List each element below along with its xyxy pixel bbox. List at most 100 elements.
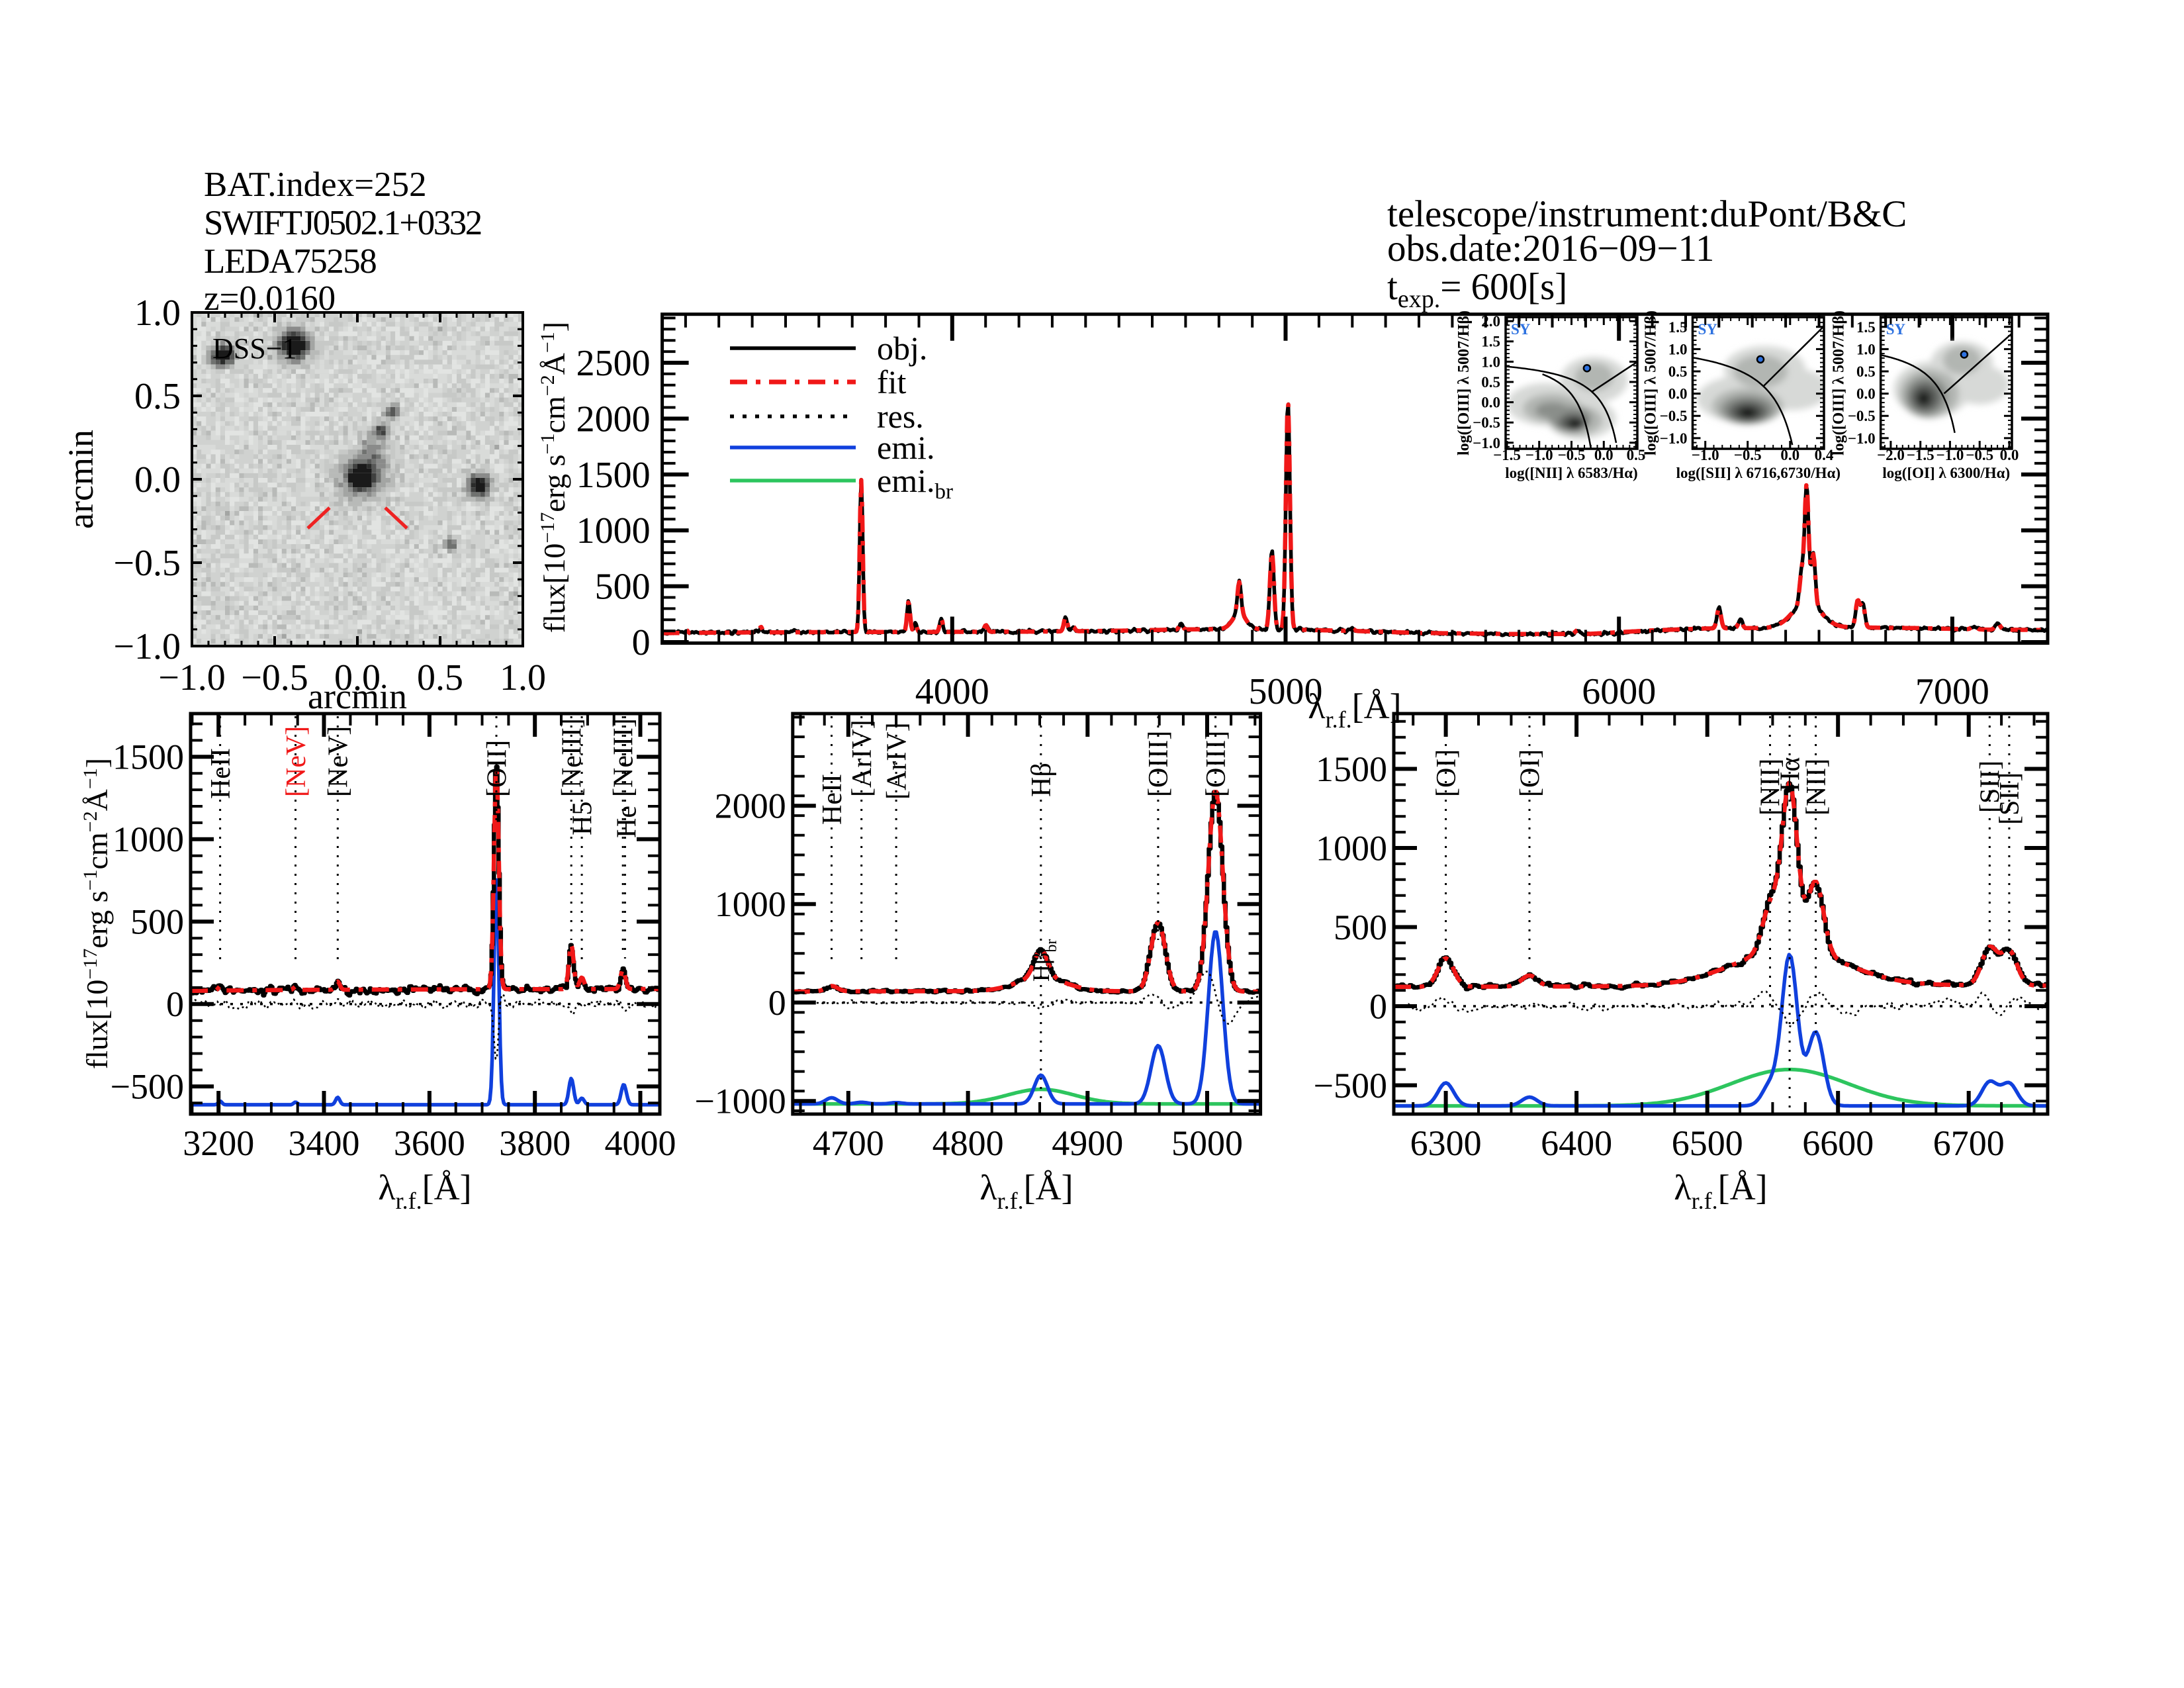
svg-text:H5: H5 <box>567 802 598 835</box>
svg-text:0: 0 <box>768 983 786 1023</box>
svg-text:0.0: 0.0 <box>2000 447 2019 463</box>
svg-text:[NeV]: [NeV] <box>324 726 354 797</box>
svg-text:1000: 1000 <box>113 820 184 859</box>
svg-text:0.0: 0.0 <box>1481 395 1500 411</box>
svg-text:SY: SY <box>1698 321 1718 338</box>
svg-text:1.0: 1.0 <box>500 657 546 698</box>
svg-text:obs.date:2016−09−11: obs.date:2016−09−11 <box>1387 228 1714 269</box>
svg-text:SY: SY <box>1511 321 1531 338</box>
svg-text:[OIII]: [OIII] <box>1144 731 1174 797</box>
svg-text:4800: 4800 <box>933 1123 1004 1163</box>
svg-text:−1.0: −1.0 <box>1660 430 1688 447</box>
svg-text:1.0: 1.0 <box>134 293 181 334</box>
svg-text:arcmin: arcmin <box>308 677 407 716</box>
svg-text:SWIFTJ0502.1+0332: SWIFTJ0502.1+0332 <box>204 204 481 242</box>
svg-text:−1.0: −1.0 <box>1936 447 1964 463</box>
svg-text:−2.0: −2.0 <box>1877 447 1905 463</box>
svg-text:[OII]: [OII] <box>482 740 512 797</box>
svg-text:0.5: 0.5 <box>417 657 463 698</box>
svg-text:log([OIII] λ 5007/Hβ): log([OIII] λ 5007/Hβ) <box>1455 310 1473 455</box>
svg-text:[SII]: [SII] <box>1976 761 2006 813</box>
svg-text:telescope/instrument:duPont/B&: telescope/instrument:duPont/B&C <box>1387 193 1907 235</box>
svg-text:−0.5: −0.5 <box>1660 408 1688 424</box>
svg-text:0.0: 0.0 <box>1668 386 1688 402</box>
svg-text:[OIII]: [OIII] <box>1201 731 1232 797</box>
svg-text:6700: 6700 <box>1933 1123 2005 1163</box>
svg-text:0.5: 0.5 <box>134 376 181 417</box>
svg-text:Hα: Hα <box>1775 757 1805 792</box>
svg-text:−0.5: −0.5 <box>1848 408 1876 424</box>
svg-text:−1.0: −1.0 <box>1473 435 1500 451</box>
svg-text:6400: 6400 <box>1541 1123 1612 1163</box>
svg-text:−0.5: −0.5 <box>1558 447 1586 463</box>
svg-text:−0.5: −0.5 <box>1966 447 1993 463</box>
svg-text:DSS−1: DSS−1 <box>212 332 297 365</box>
svg-text:−500: −500 <box>1314 1066 1387 1105</box>
svg-text:6000: 6000 <box>1582 671 1656 712</box>
svg-text:fit: fit <box>877 363 907 400</box>
svg-text:1500: 1500 <box>576 455 651 496</box>
svg-text:5000: 5000 <box>1249 671 1323 712</box>
svg-text:500: 500 <box>595 567 651 608</box>
svg-text:log([OIII] λ 5007/Hβ): log([OIII] λ 5007/Hβ) <box>1831 310 1848 455</box>
svg-text:[NII]: [NII] <box>1801 759 1832 816</box>
svg-text:flux[10−17erg s−1cm−2Å−1]: flux[10−17erg s−1cm−2Å−1] <box>537 322 571 633</box>
svg-text:log([OIII] λ 5007/Hβ): log([OIII] λ 5007/Hβ) <box>1643 310 1660 455</box>
svg-text:−1.0: −1.0 <box>1848 430 1876 447</box>
svg-text:7000: 7000 <box>1915 671 1989 712</box>
svg-text:HeII: HeII <box>817 774 848 825</box>
svg-text:0: 0 <box>632 622 651 663</box>
svg-text:[NeIII]: [NeIII] <box>609 718 639 797</box>
svg-text:2500: 2500 <box>576 343 651 384</box>
svg-text:1.5: 1.5 <box>1668 319 1688 336</box>
svg-text:1.5: 1.5 <box>1481 334 1500 350</box>
svg-text:flux[10−17erg s−1cm−2Å−1]: flux[10−17erg s−1cm−2Å−1] <box>79 758 114 1069</box>
svg-text:0.4: 0.4 <box>1815 447 1834 463</box>
svg-text:res.: res. <box>877 398 924 435</box>
svg-text:500: 500 <box>130 902 184 942</box>
svg-text:3400: 3400 <box>289 1123 360 1163</box>
svg-text:1000: 1000 <box>1316 828 1387 868</box>
svg-text:[OI]: [OI] <box>1432 749 1462 797</box>
svg-text:0: 0 <box>1369 986 1387 1026</box>
svg-text:1500: 1500 <box>1316 749 1387 789</box>
svg-text:0.0: 0.0 <box>1856 386 1876 402</box>
svg-text:4900: 4900 <box>1052 1123 1123 1163</box>
svg-text:−500: −500 <box>111 1067 184 1107</box>
svg-text:1.0: 1.0 <box>1481 353 1500 370</box>
svg-text:−0.5: −0.5 <box>1734 447 1762 463</box>
svg-text:−1.5: −1.5 <box>1493 447 1521 463</box>
svg-text:3200: 3200 <box>183 1123 254 1163</box>
svg-text:−1.0: −1.0 <box>113 626 181 667</box>
svg-text:4000: 4000 <box>915 671 989 712</box>
svg-text:1500: 1500 <box>113 737 184 777</box>
svg-text:λr.f.[Å]: λr.f.[Å] <box>979 1168 1073 1214</box>
svg-text:[ArIV]: [ArIV] <box>847 720 878 797</box>
svg-text:−1.0: −1.0 <box>158 657 226 698</box>
svg-text:0.5: 0.5 <box>1481 374 1500 391</box>
svg-text:5000: 5000 <box>1171 1123 1243 1163</box>
svg-text:−0.5: −0.5 <box>113 543 181 584</box>
svg-text:SY: SY <box>1886 321 1906 338</box>
svg-text:−1.5: −1.5 <box>1907 447 1934 463</box>
svg-text:−1000: −1000 <box>694 1082 786 1121</box>
svg-text:λr.f.[Å]: λr.f.[Å] <box>378 1168 471 1214</box>
svg-text:LEDA75258: LEDA75258 <box>204 242 376 281</box>
svg-text:0.0: 0.0 <box>1780 447 1799 463</box>
svg-text:0.0: 0.0 <box>334 657 381 698</box>
svg-text:emi.: emi. <box>877 429 934 466</box>
svg-text:log([SII] λ 6716,6730/Hα): log([SII] λ 6716,6730/Hα) <box>1676 465 1841 481</box>
svg-text:1.0: 1.0 <box>1668 341 1688 357</box>
svg-text:λr.f.[Å]: λr.f.[Å] <box>1308 686 1401 733</box>
svg-text:4700: 4700 <box>813 1123 884 1163</box>
svg-text:3600: 3600 <box>394 1123 465 1163</box>
svg-text:[OI]: [OI] <box>1515 749 1545 797</box>
svg-text:2.0: 2.0 <box>1481 313 1500 330</box>
svg-text:obj.: obj. <box>877 330 927 367</box>
svg-text:[NeIII]: [NeIII] <box>557 718 587 797</box>
svg-text:−1.0: −1.0 <box>1525 447 1553 463</box>
svg-text:[ArIV]: [ArIV] <box>882 722 912 800</box>
svg-text:0.0: 0.0 <box>134 459 181 500</box>
svg-text:λr.f.[Å]: λr.f.[Å] <box>1674 1168 1767 1214</box>
svg-text:0.5: 0.5 <box>1856 363 1876 380</box>
